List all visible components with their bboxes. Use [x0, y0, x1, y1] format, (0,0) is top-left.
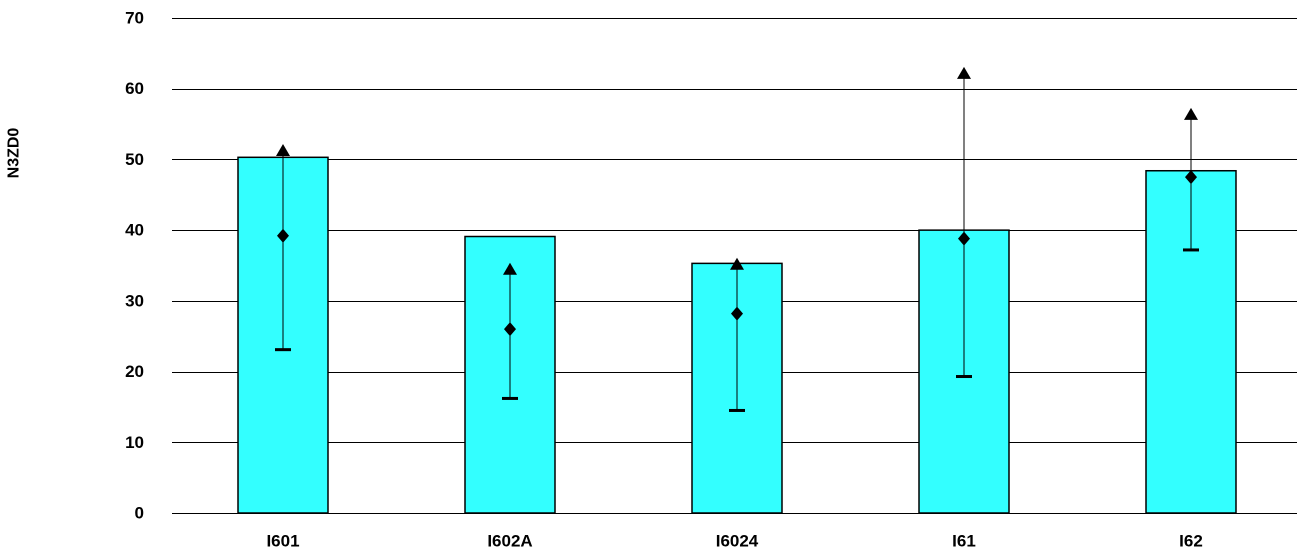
y-tick-label: 20 — [125, 362, 144, 381]
mean-marker — [1185, 170, 1197, 185]
max-marker — [730, 257, 744, 270]
range-markers — [275, 66, 1199, 412]
x-tick-label: I62 — [1179, 532, 1203, 551]
y-tick-label: 50 — [125, 150, 144, 169]
min-marker — [502, 396, 518, 400]
y-axis-title: N3ZD0 — [6, 128, 23, 179]
x-tick-label: I61 — [952, 532, 976, 551]
max-marker — [957, 66, 971, 79]
mean-marker — [731, 306, 743, 321]
max-marker — [503, 262, 517, 275]
x-tick-label: I601 — [266, 532, 299, 551]
y-tick-label: 0 — [135, 504, 144, 523]
x-tick-label: I602A — [487, 532, 532, 551]
min-marker — [1183, 248, 1199, 252]
min-marker — [729, 408, 745, 412]
max-marker — [1184, 107, 1198, 120]
mean-marker — [504, 322, 516, 337]
y-tick-labels: 0 10 20 30 40 50 60 70 — [125, 9, 144, 523]
x-tick-labels: I601 I602A I6024 I61 I62 — [266, 532, 1202, 551]
mean-marker — [277, 228, 289, 243]
min-marker — [956, 375, 972, 379]
y-tick-label: 70 — [125, 9, 144, 28]
y-tick-label: 10 — [125, 433, 144, 452]
y-tick-label: 40 — [125, 221, 144, 240]
y-tick-label: 60 — [125, 79, 144, 98]
max-marker — [276, 143, 290, 156]
x-tick-label: I6024 — [716, 532, 759, 551]
min-marker — [275, 348, 291, 352]
y-tick-label: 30 — [125, 291, 144, 310]
mean-marker — [958, 231, 970, 246]
